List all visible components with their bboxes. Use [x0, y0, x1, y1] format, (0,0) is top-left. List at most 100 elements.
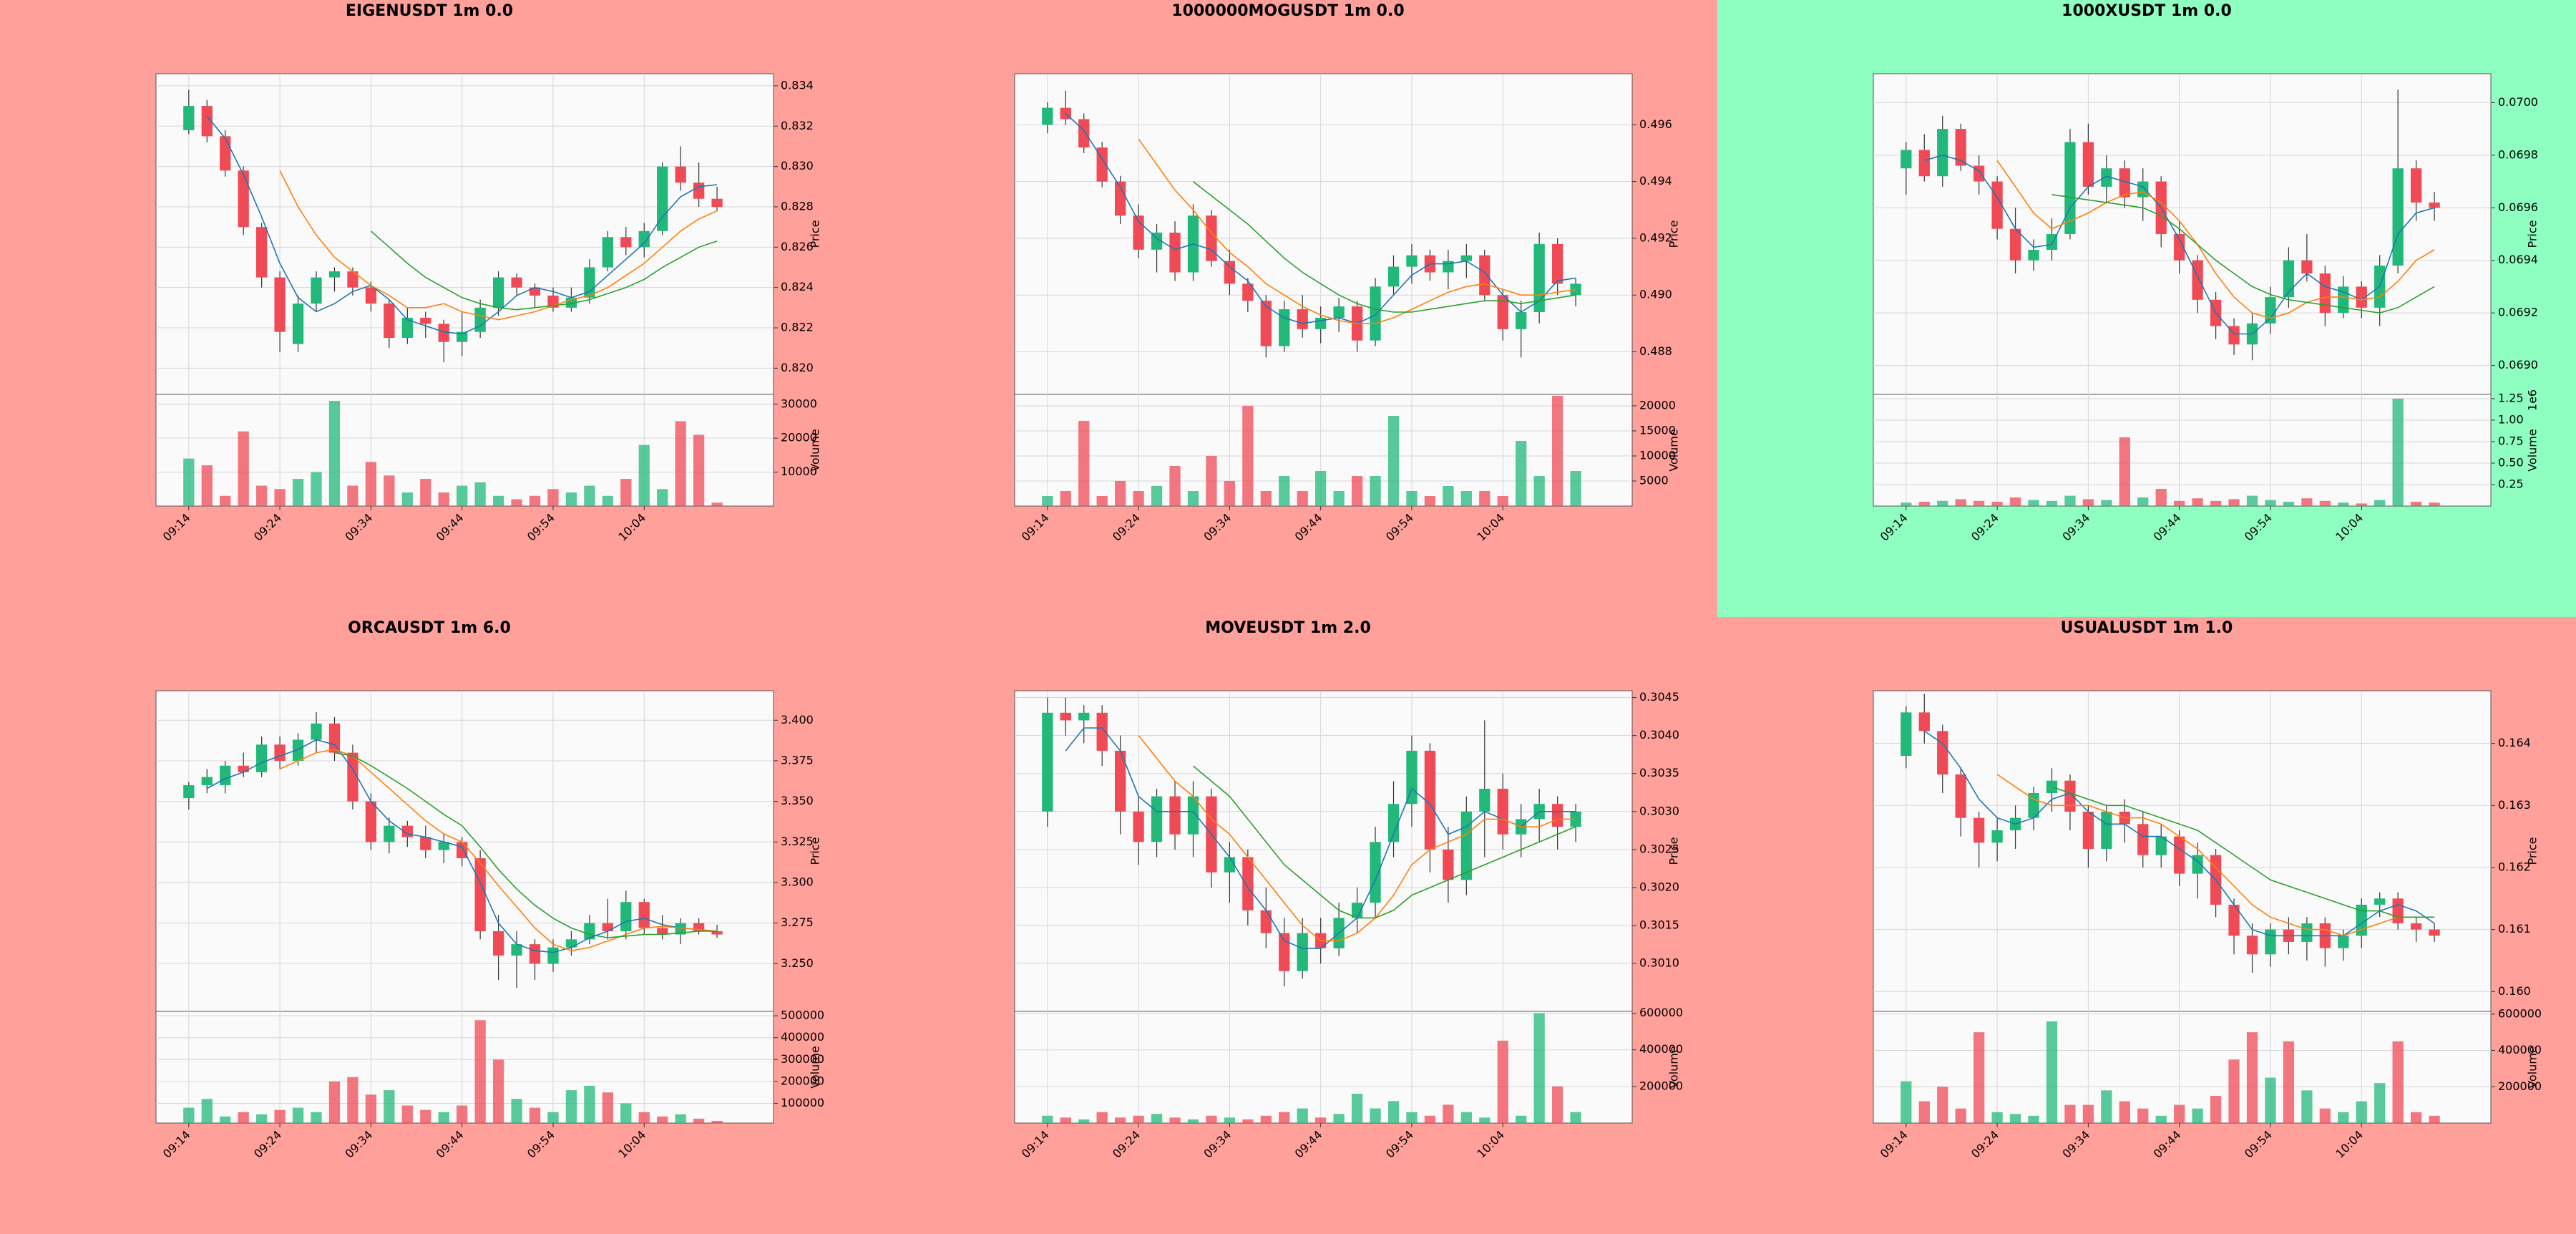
volume-bar [1370, 475, 1381, 506]
volume-bar [2064, 1104, 2076, 1123]
candle-body [657, 928, 668, 935]
candle-body [602, 237, 613, 268]
price-axis-label: Price [1667, 837, 1681, 865]
volume-axis-label: Volume [1667, 429, 1681, 472]
volume-bar [2265, 1077, 2276, 1123]
candle-body [1260, 301, 1272, 346]
candle-body [1460, 255, 1472, 261]
candle-body [384, 303, 395, 339]
volume-bar [474, 482, 486, 506]
volume-bar [1443, 1104, 1454, 1123]
candle-body [529, 287, 541, 296]
candle-body [1042, 107, 1053, 125]
volume-bar [256, 1114, 268, 1123]
chart-panel: EIGENUSDT 1m 0.009:14 09:24 09:34 09:44 09:5… [0, 0, 859, 617]
candle-body [1974, 165, 1985, 182]
candle-body [401, 317, 413, 339]
candle-body [1133, 811, 1144, 842]
volume-tick-label: 10000 [781, 465, 817, 478]
volume-bar [2046, 500, 2058, 506]
y-tick-label: 0.162 [2498, 860, 2531, 873]
volume-bar [1918, 502, 1930, 506]
volume-bar [1351, 1094, 1363, 1123]
chart-title: ORCAUSDT 1m 6.0 [348, 619, 511, 637]
volume-tick-label: 20000 [1639, 398, 1676, 412]
candle-body [420, 837, 431, 850]
volume-bar [1096, 1112, 1108, 1123]
y-tick-label: 0.832 [781, 119, 814, 132]
volume-bar [401, 492, 413, 506]
volume-bar [347, 1077, 358, 1123]
volume-plot-area [155, 1011, 774, 1124]
y-tick-label: 0.822 [781, 321, 814, 334]
candle-body [1187, 796, 1199, 835]
volume-bar [1387, 1101, 1400, 1123]
y-tick-label: 0.0700 [2498, 95, 2538, 109]
y-tick-label: 0.3015 [1639, 918, 1679, 932]
volume-bar [1133, 1115, 1144, 1123]
volume-tick-label: 30000 [781, 397, 817, 410]
volume-bar [1315, 470, 1327, 506]
y-tick-label: 3.400 [781, 713, 814, 727]
volume-bar [401, 1105, 413, 1123]
volume-bar [1060, 490, 1071, 506]
volume-bar [1424, 495, 1436, 506]
volume-bar [1242, 1119, 1254, 1123]
candle-body [365, 287, 377, 304]
candle-body [1516, 312, 1527, 329]
candle-body [1242, 283, 1254, 301]
candle-body [1955, 774, 1966, 818]
candle-body [1169, 233, 1181, 273]
volume-bar [201, 1099, 213, 1123]
volume-plot-area [1873, 394, 2492, 507]
volume-bar [311, 472, 322, 506]
candle-body [657, 166, 668, 231]
volume-tick-label: 20000 [781, 431, 817, 444]
candle-body [2101, 811, 2112, 849]
candle-body [1387, 266, 1400, 287]
volume-bar [2283, 502, 2295, 506]
candle-body [311, 723, 322, 740]
candle-body [620, 902, 632, 931]
volume-bar [1955, 1108, 1966, 1123]
volume-bar [384, 475, 395, 506]
volume-tick-label: 400000 [2498, 1043, 2542, 1056]
volume-bar [711, 502, 723, 506]
chart-panel: ORCAUSDT 1m 6.009:14 09:24 09:34 09:44 09:54… [0, 617, 859, 1234]
candle-body [2174, 836, 2185, 874]
volume-bar [1551, 1086, 1563, 1123]
volume-bar [602, 1092, 613, 1123]
volume-bar [1460, 1112, 1472, 1123]
volume-tick-label: 200000 [781, 1074, 824, 1087]
volume-bar [220, 1116, 231, 1123]
candle-body [2046, 780, 2058, 793]
candle-body [256, 227, 268, 278]
y-tick-label: 0.0698 [2498, 147, 2538, 161]
candle-body [675, 166, 686, 183]
candle-body [457, 842, 468, 858]
y-tick-label: 0.0692 [2498, 306, 2538, 319]
volume-bar [492, 1059, 504, 1123]
y-tick-label: 0.3025 [1639, 842, 1679, 855]
candle-body [1955, 129, 1966, 166]
candle-body [1901, 712, 1912, 756]
y-tick-label: 0.0696 [2498, 200, 2538, 214]
candle-body [1333, 306, 1345, 318]
volume-axis-label: Volume [809, 1046, 822, 1089]
volume-bar [1901, 1081, 1912, 1123]
volume-bar [1955, 499, 1966, 506]
volume-tick-label: 10000 [1639, 448, 1676, 462]
volume-bar [1974, 1032, 1985, 1123]
candle-body [638, 902, 650, 928]
candle-body [602, 923, 613, 931]
volume-bar [638, 1112, 650, 1123]
candle-body [511, 944, 522, 956]
moving-average-line [1996, 774, 2435, 937]
volume-bar [292, 1107, 304, 1123]
y-tick-label: 0.496 [1639, 117, 1672, 131]
volume-bar [675, 1114, 686, 1123]
candle-body [1406, 750, 1418, 805]
candle-body [1151, 233, 1163, 250]
y-tick-label: 0.824 [781, 280, 814, 293]
moving-average-line [279, 170, 718, 321]
